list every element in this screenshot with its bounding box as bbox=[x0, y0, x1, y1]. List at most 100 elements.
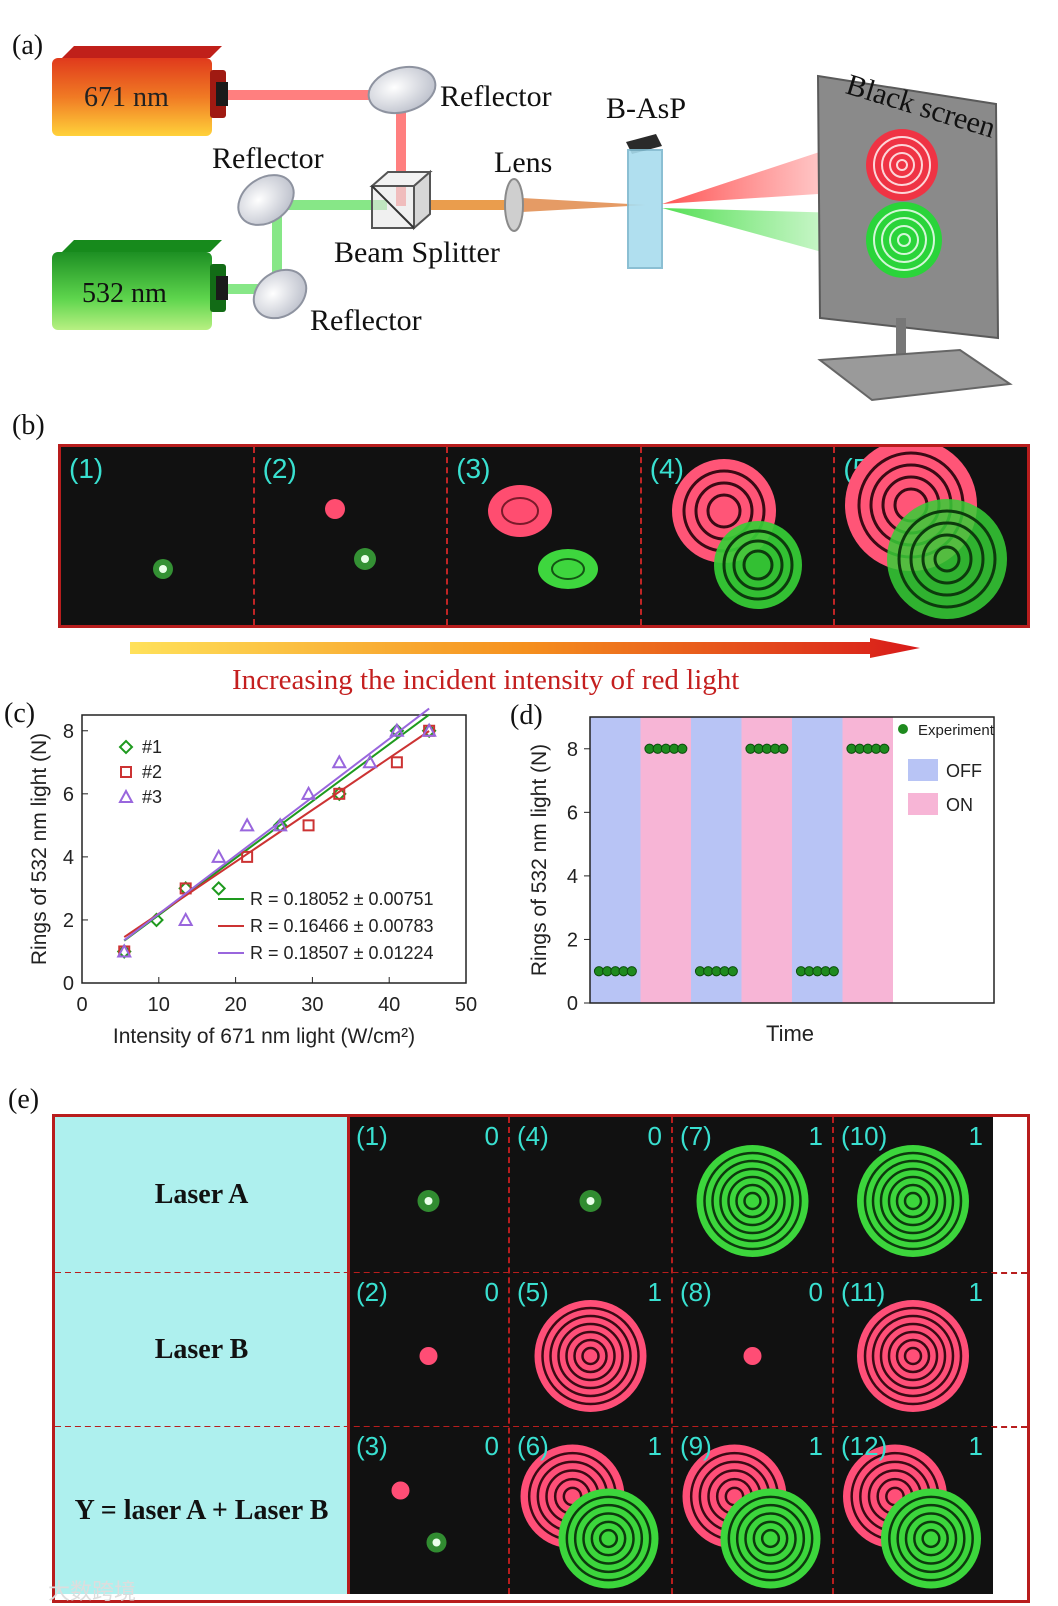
fit-legend-label: R = 0.18052 ± 0.00751 bbox=[250, 889, 434, 909]
logic-cell: (3) 0 bbox=[348, 1427, 509, 1594]
logic-bit: 1 bbox=[968, 1121, 983, 1151]
beam-splitter-cube bbox=[369, 169, 433, 231]
spot-image bbox=[391, 1481, 447, 1553]
laser-532-box bbox=[52, 240, 228, 330]
red-beam bbox=[228, 90, 408, 100]
reflector-top bbox=[367, 65, 437, 115]
spot-image bbox=[579, 1190, 602, 1212]
logic-cell: (7) 1 bbox=[672, 1117, 833, 1273]
logic-cell: (12) 1 bbox=[833, 1427, 993, 1594]
legend-label: OFF bbox=[946, 761, 982, 781]
logic-bit: 0 bbox=[484, 1431, 499, 1461]
spot-image bbox=[682, 1444, 821, 1589]
spot-image bbox=[696, 1145, 809, 1257]
strip-cell: (4) bbox=[642, 447, 836, 625]
spot-image bbox=[843, 1444, 981, 1589]
spot-image bbox=[419, 1347, 438, 1365]
reflector-mid bbox=[237, 174, 295, 226]
panel-c-label: (c) bbox=[4, 698, 36, 729]
data-point bbox=[390, 756, 403, 769]
column-divider bbox=[671, 1117, 673, 1594]
fit-legend-label: R = 0.16466 ± 0.00783 bbox=[250, 916, 434, 936]
legend-swatch-off bbox=[908, 759, 938, 781]
fit-legend-label: R = 0.18507 ± 0.01224 bbox=[250, 943, 434, 963]
state-band bbox=[691, 717, 742, 1003]
panel-a-label: (a) bbox=[12, 30, 44, 61]
data-point bbox=[677, 743, 688, 754]
logic-cell: (8) 0 bbox=[672, 1273, 833, 1427]
legend-label: Experiment bbox=[918, 722, 995, 739]
cell-number: (7) bbox=[680, 1121, 712, 1151]
panel-d-label: (d) bbox=[510, 700, 543, 731]
y-tick-label: 0 bbox=[63, 973, 74, 995]
y-tick-label: 6 bbox=[63, 784, 74, 806]
legend-label: #2 bbox=[142, 762, 162, 782]
cell-number: (5) bbox=[517, 1277, 549, 1307]
legend-marker bbox=[118, 788, 134, 803]
column-divider bbox=[347, 1117, 350, 1594]
data-point bbox=[272, 817, 288, 832]
black-screen bbox=[816, 74, 1013, 402]
plot-frame bbox=[589, 716, 995, 1004]
logic-bit: 1 bbox=[647, 1431, 662, 1461]
cell-number: (2) bbox=[356, 1277, 388, 1307]
column-divider bbox=[508, 1117, 510, 1594]
data-point bbox=[879, 743, 890, 754]
cell-number: (3) bbox=[356, 1431, 388, 1461]
logic-bit: 1 bbox=[808, 1121, 823, 1151]
x-tick-label: 10 bbox=[148, 994, 170, 1016]
lens-label: Lens bbox=[494, 146, 553, 179]
logic-cell: (11) 1 bbox=[833, 1273, 993, 1427]
cell-number: (6) bbox=[517, 1431, 549, 1461]
strip-cell: (2) bbox=[255, 447, 449, 625]
data-point bbox=[333, 787, 346, 800]
logic-bit: 1 bbox=[968, 1277, 983, 1307]
strip-cell: (5) bbox=[835, 447, 1027, 625]
state-band bbox=[590, 717, 641, 1003]
logic-cell: (5) 1 bbox=[509, 1273, 672, 1427]
watermark: 大数跨境 bbox=[48, 1579, 137, 1604]
green-beam bbox=[228, 284, 280, 294]
y-tick-label: 4 bbox=[63, 847, 74, 869]
reflector-mid-label: Reflector bbox=[212, 142, 324, 175]
intensity-series-strip: (1) (2) (3) (4) bbox=[58, 444, 1030, 628]
spot-image bbox=[488, 485, 599, 589]
cell-number: (8) bbox=[680, 1277, 712, 1307]
data-point bbox=[389, 722, 405, 737]
spot-image bbox=[671, 459, 802, 609]
row-label: Laser B bbox=[55, 1273, 348, 1427]
row-label: Y = laser A + Laser B bbox=[55, 1427, 348, 1594]
intensity-arrow bbox=[130, 638, 920, 658]
logic-bit: 0 bbox=[484, 1277, 499, 1307]
legend-swatch-on bbox=[908, 793, 938, 815]
logic-cell: (6) 1 bbox=[509, 1427, 672, 1594]
logic-cell: (4) 0 bbox=[509, 1117, 672, 1273]
sample-label: B-AsP bbox=[606, 92, 687, 125]
spot-image bbox=[534, 1300, 647, 1412]
cell-number: (4) bbox=[517, 1121, 549, 1151]
cell-number: (1) bbox=[356, 1121, 388, 1151]
laser-671-label: 671 nm bbox=[84, 82, 169, 113]
y-tick-label: 8 bbox=[567, 739, 578, 761]
data-point bbox=[302, 819, 315, 832]
cell-number: (9) bbox=[680, 1431, 712, 1461]
legend-marker bbox=[120, 766, 132, 778]
state-band bbox=[640, 717, 691, 1003]
arrow-caption: Increasing the incident intensity of red… bbox=[232, 664, 740, 696]
setup-diagram bbox=[52, 46, 1013, 402]
y-tick-label: 2 bbox=[63, 910, 74, 932]
x-tick-label: 30 bbox=[301, 994, 323, 1016]
logic-cell: (1) 0 bbox=[348, 1117, 509, 1273]
state-band bbox=[792, 717, 843, 1003]
spot-image bbox=[857, 1300, 969, 1412]
cell-number: (4) bbox=[649, 453, 685, 484]
logic-cell: (9) 1 bbox=[672, 1427, 833, 1594]
reflector-top-label: Reflector bbox=[440, 80, 552, 113]
beam-splitter-label: Beam Splitter bbox=[334, 236, 500, 269]
legend-marker bbox=[118, 739, 134, 755]
logic-gate-grid: Laser A (1) 0 (4) 0 (7) 1 (10) 1 Laser B (2) 0 (5) 1(… bbox=[52, 1114, 1030, 1603]
cell-number: (10) bbox=[841, 1121, 888, 1151]
data-point bbox=[626, 966, 637, 977]
lens bbox=[504, 178, 524, 232]
y-tick-label: 6 bbox=[567, 802, 578, 824]
